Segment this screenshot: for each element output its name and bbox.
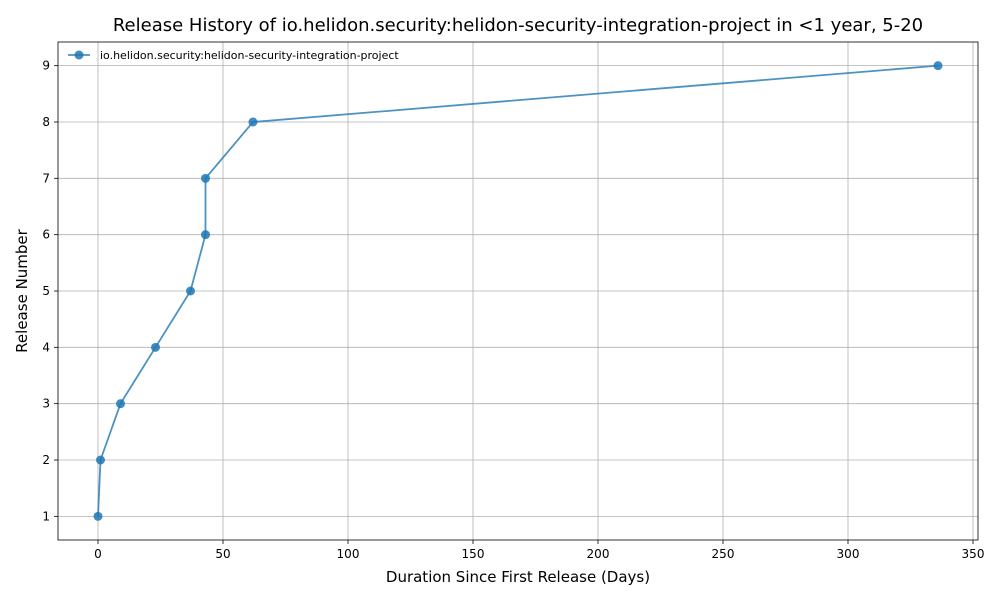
data-point [151,342,160,352]
x-axis-label: Duration Since First Release (Days) [386,568,650,586]
data-point [116,399,125,409]
legend-marker [74,50,84,60]
data-point [933,61,943,71]
x-tick-label: 300 [837,547,860,561]
legend: io.helidon.security:helidon-security-int… [68,49,399,62]
data-point [248,117,258,127]
data-point [201,173,210,183]
x-tick-label: 0 [94,547,102,561]
y-tick-label: 3 [42,397,50,411]
data-point [201,230,210,240]
y-tick-label: 8 [42,115,50,129]
data-point [186,286,195,296]
y-tick-label: 9 [42,59,50,73]
y-tick-label: 5 [42,284,50,298]
grid [58,42,978,540]
x-tick-label: 150 [462,547,485,561]
x-axis: 0 50 100 150 200 250 300 350 [94,540,984,561]
x-tick-label: 50 [215,547,230,561]
y-axis: 1 2 3 4 5 6 7 8 9 [42,59,58,523]
y-tick-label: 1 [42,509,50,523]
x-tick-label: 100 [337,547,360,561]
x-tick-label: 250 [712,547,735,561]
x-tick-label: 200 [587,547,610,561]
y-tick-label: 2 [42,453,50,467]
y-tick-label: 4 [42,340,50,354]
series-layer [93,61,943,521]
y-tick-label: 7 [42,171,50,185]
legend-label: io.helidon.security:helidon-security-int… [100,49,399,62]
data-point [96,455,105,465]
y-tick-label: 6 [42,228,50,242]
data-point [93,511,103,521]
chart-title: Release History of io.helidon.security:h… [113,15,923,36]
y-axis-label: Release Number [13,228,31,352]
x-tick-label: 350 [962,547,985,561]
